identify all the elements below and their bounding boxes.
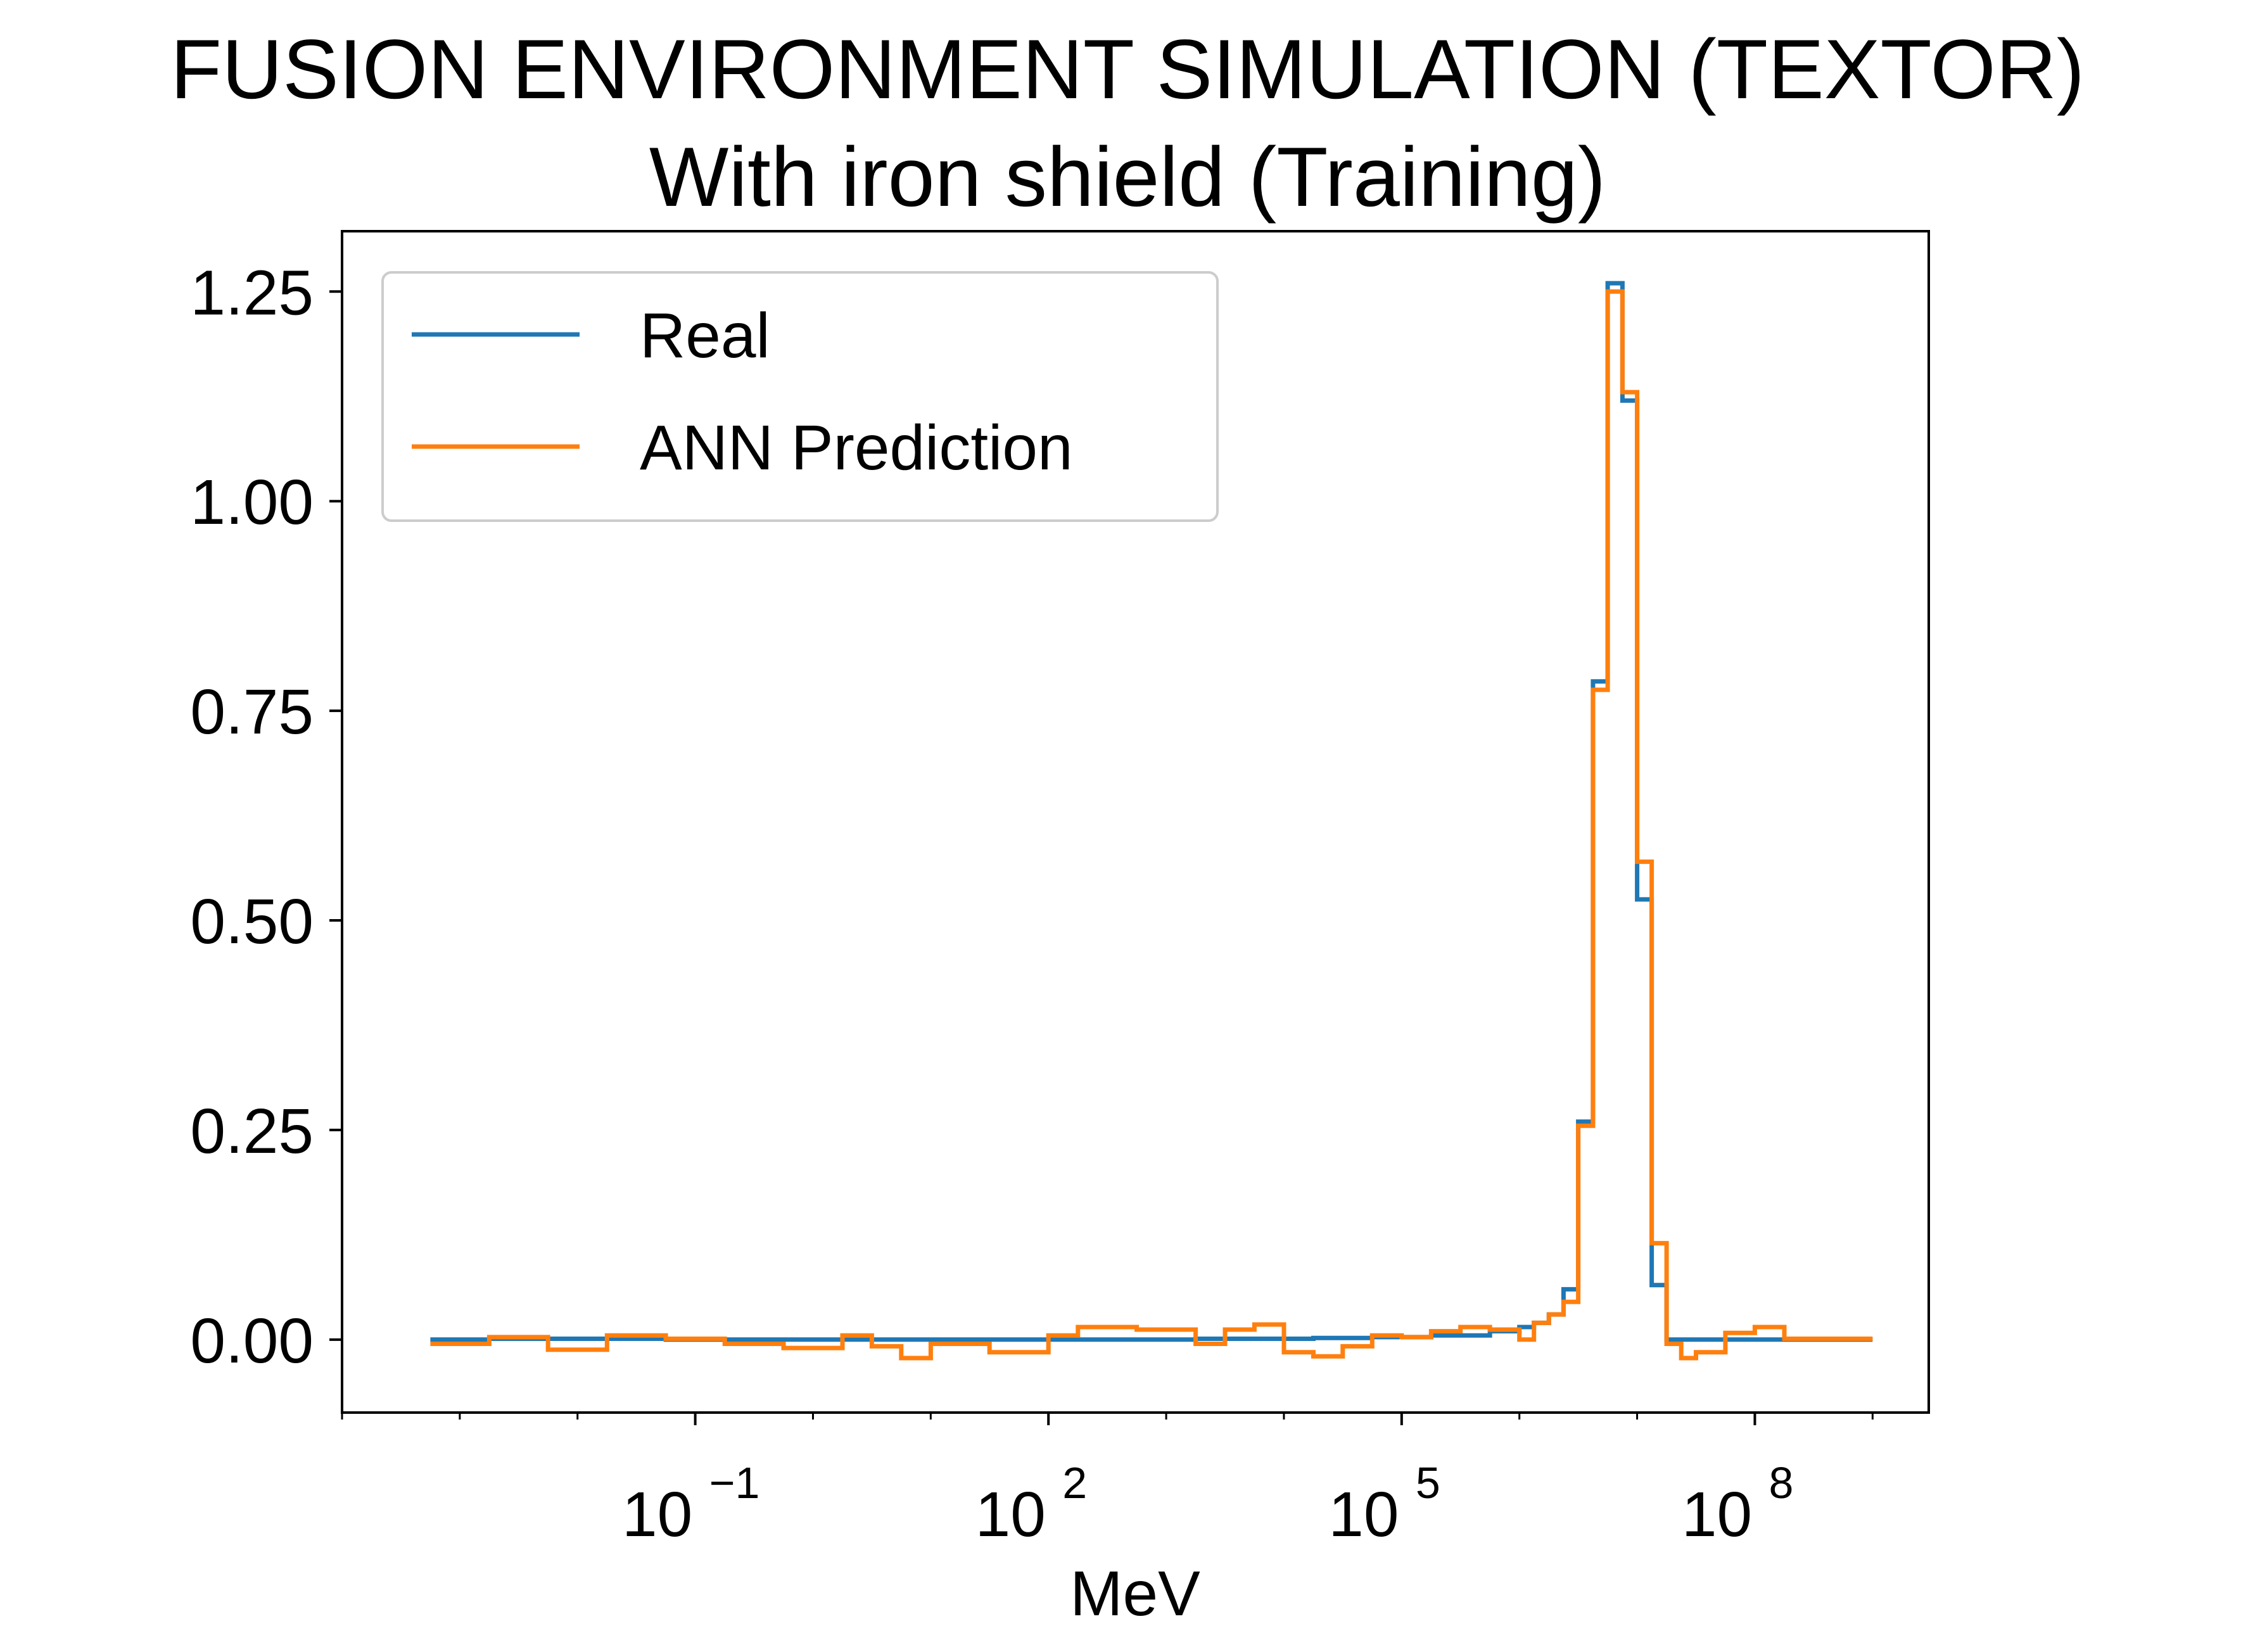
x-tick-label: 10	[622, 1479, 692, 1550]
y-tick-label: 0.50	[190, 886, 314, 957]
chart-subtitle: With iron shield (Training)	[649, 130, 1606, 224]
y-tick-label: 1.00	[190, 467, 314, 538]
chart-title: FUSION ENVIRONMENT SIMULATION (TEXTOR)	[170, 23, 2085, 117]
x-tick-exponent: 5	[1416, 1458, 1440, 1508]
x-axis: 10 −1 10 2 10 5 10 8	[341, 1413, 1874, 1550]
legend-label-real: Real	[640, 300, 770, 371]
y-axis: 0.00 0.25 0.50 0.75 1.00 1.25	[190, 257, 342, 1376]
y-tick-label: 0.00	[190, 1306, 314, 1376]
x-tick-exponent: −1	[709, 1458, 760, 1508]
legend-box	[381, 271, 1219, 522]
x-tick-label: 10	[975, 1479, 1046, 1550]
legend: Real ANN Prediction	[381, 271, 1219, 522]
y-tick-label: 1.25	[190, 257, 314, 328]
x-tick-exponent: 8	[1769, 1458, 1793, 1508]
x-tick-exponent: 2	[1062, 1458, 1087, 1508]
y-tick-label: 0.75	[190, 677, 314, 747]
x-tick-label: 10	[1682, 1479, 1752, 1550]
x-tick-label: 10	[1328, 1479, 1399, 1550]
y-tick-label: 0.25	[190, 1096, 314, 1167]
x-axis-label: MeV	[1070, 1558, 1200, 1629]
legend-label-ann-prediction: ANN Prediction	[640, 412, 1073, 483]
series-layer	[430, 281, 1873, 1361]
series-ann-prediction-line	[430, 289, 1873, 1361]
